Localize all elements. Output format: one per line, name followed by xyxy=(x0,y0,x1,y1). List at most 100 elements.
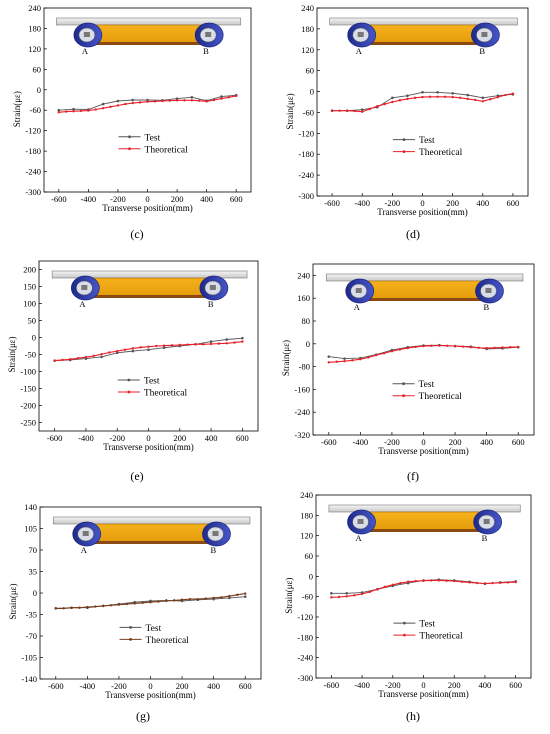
data-point-test xyxy=(147,348,150,352)
gauge-sensor-icon xyxy=(205,32,212,37)
data-point-theoretical xyxy=(496,95,500,99)
data-point-test xyxy=(175,97,179,100)
box-girder xyxy=(357,280,492,301)
y-tick-label: 240 xyxy=(300,490,313,500)
data-point-theoretical xyxy=(353,109,356,113)
panel-label: (d) xyxy=(406,227,420,241)
data-point-theoretical xyxy=(368,590,371,594)
data-point-theoretical xyxy=(391,100,394,104)
data-point-theoretical xyxy=(149,601,152,604)
data-point-theoretical xyxy=(209,342,213,346)
x-axis-label: Transverse position(mm) xyxy=(105,690,195,700)
data-point-test xyxy=(243,595,247,598)
y-tick-label: -35 xyxy=(26,610,37,620)
data-point-theoretical xyxy=(451,95,454,99)
data-point-test xyxy=(57,108,61,112)
inset-point-label: B xyxy=(479,46,485,56)
y-tick-label: -60 xyxy=(302,592,313,602)
data-point-theoretical xyxy=(153,100,157,103)
panel-label: (e) xyxy=(130,469,143,483)
legend-entry: Theoretical xyxy=(144,389,188,399)
inset-point-label: B xyxy=(482,533,488,543)
data-point-theoretical xyxy=(123,348,127,351)
data-point-theoretical xyxy=(477,346,480,349)
x-tick-label: 400 xyxy=(205,433,218,443)
chart-panel-d: -600 -400 -200 0 200 400 600-300-240-180-120-6… xyxy=(285,3,529,241)
y-tick-label: -180 xyxy=(25,146,41,156)
data-point-test xyxy=(131,98,135,102)
y-tick-label: 120 xyxy=(300,531,313,541)
data-point-theoretical xyxy=(228,594,231,598)
data-point-theoretical xyxy=(86,605,89,609)
data-point-theoretical xyxy=(383,585,387,589)
data-point-theoretical xyxy=(374,354,378,357)
inset-point-label: A xyxy=(356,533,363,543)
girder-bottom-flange xyxy=(357,298,492,301)
y-tick-label: 160 xyxy=(297,293,310,303)
y-tick-label: 60 xyxy=(305,551,314,561)
data-point-test xyxy=(436,90,439,94)
data-point-theoretical xyxy=(84,356,88,359)
data-point-test xyxy=(481,96,485,100)
data-point-theoretical xyxy=(170,344,174,347)
data-point-theoretical xyxy=(87,109,90,112)
y-tick-label: -120 xyxy=(25,126,41,136)
y-tick-label: 140 xyxy=(24,502,37,512)
data-point-theoretical xyxy=(345,595,348,598)
x-axis-label: Transverse position(mm) xyxy=(102,203,192,213)
data-point-theoretical xyxy=(168,99,171,102)
data-point-theoretical xyxy=(109,105,112,109)
x-tick-label: -200 xyxy=(111,681,127,691)
x-tick-label: -600 xyxy=(324,680,340,690)
inset-point-label: A xyxy=(79,299,86,309)
x-tick-label: -200 xyxy=(385,198,401,208)
x-tick-label: -200 xyxy=(384,437,400,447)
gauge-sensor-icon xyxy=(485,288,492,293)
data-point-test xyxy=(327,355,331,358)
inset-point-label: A xyxy=(356,46,363,56)
x-tick-label: -400 xyxy=(354,198,370,208)
y-tick-label: 0 xyxy=(306,339,310,349)
data-point-theoretical xyxy=(101,106,105,110)
y-tick-label: 240 xyxy=(297,270,310,280)
x-tick-label: -600 xyxy=(47,433,63,443)
gauge-sensor-icon xyxy=(81,285,88,290)
data-point-theoretical xyxy=(161,99,164,103)
data-point-test xyxy=(345,591,349,595)
data-point-theoretical xyxy=(172,599,176,602)
y-tick-label: 120 xyxy=(28,44,41,54)
gauge-sensor-icon xyxy=(212,531,219,536)
y-tick-label: -80 xyxy=(299,362,310,372)
y-tick-label: 200 xyxy=(23,265,36,275)
data-point-theoretical xyxy=(116,104,120,107)
y-tick-label: -320 xyxy=(294,430,310,440)
series-line-theoretical xyxy=(328,344,519,363)
inset-point-label: B xyxy=(210,545,216,555)
inset-point-label: B xyxy=(203,46,209,56)
data-point-theoretical xyxy=(233,341,236,344)
y-tick-label: -300 xyxy=(297,673,313,683)
data-point-theoretical xyxy=(499,581,502,584)
data-point-theoretical xyxy=(244,592,247,595)
y-tick-label: -120 xyxy=(297,612,313,622)
x-tick-label: 600 xyxy=(507,198,520,208)
x-tick-label: 600 xyxy=(512,437,525,447)
x-tick-label: 0 xyxy=(421,680,425,690)
girder-bottom-flange xyxy=(359,529,490,532)
data-point-theoretical xyxy=(188,597,192,601)
y-tick-label: 60 xyxy=(306,66,315,76)
y-tick-label: 240 xyxy=(301,3,314,13)
data-point-theoretical xyxy=(198,99,201,102)
girder-bottom-flange xyxy=(359,42,488,45)
data-point-theoretical xyxy=(453,344,457,348)
data-point-theoretical xyxy=(125,602,129,606)
legend-entry: Test xyxy=(419,620,435,630)
legend-marker xyxy=(402,138,406,142)
y-tick-label: 70 xyxy=(29,545,38,555)
legend-entry: Theoretical xyxy=(145,145,189,155)
data-point-theoretical xyxy=(155,344,158,348)
data-point-theoretical xyxy=(460,580,464,583)
data-point-theoretical xyxy=(445,344,449,347)
data-point-theoretical xyxy=(116,349,119,353)
